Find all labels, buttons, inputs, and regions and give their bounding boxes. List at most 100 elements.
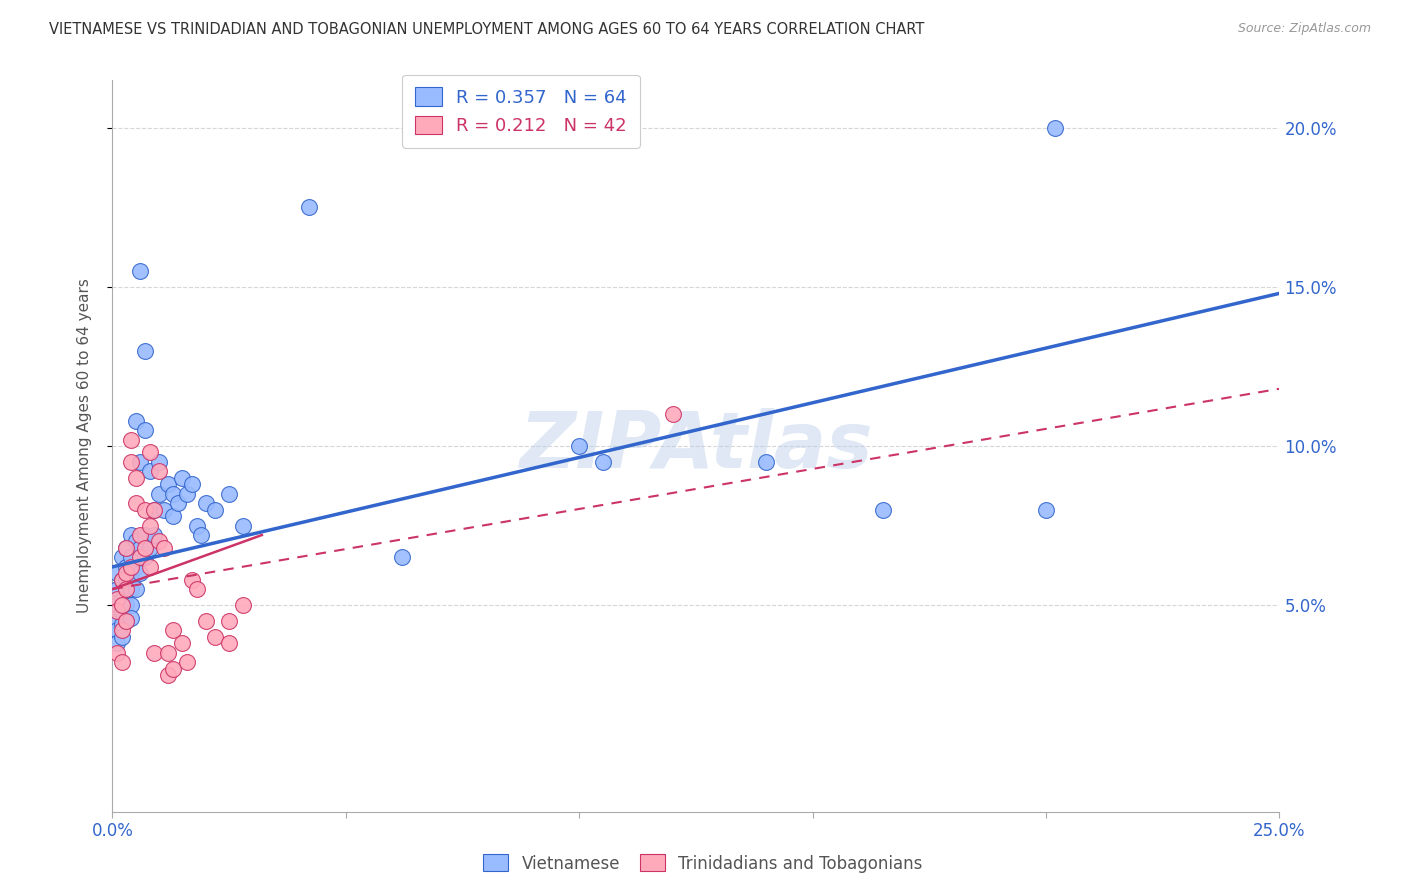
Point (115, 582, 138, 596)
Point (176, 655, 198, 669)
Point (120, 455, 142, 469)
Point (162, 624, 184, 638)
Point (143, 502, 166, 516)
Point (115, 573, 138, 587)
Point (180, 477, 202, 491)
Point (218, 486, 240, 500)
Point (148, 534, 170, 549)
Point (125, 471, 148, 485)
Point (139, 445, 162, 459)
Point (157, 477, 180, 491)
Point (115, 582, 138, 596)
Point (115, 598, 138, 612)
Y-axis label: Unemployment Among Ages 60 to 64 years: Unemployment Among Ages 60 to 64 years (77, 278, 91, 614)
Point (232, 598, 254, 612)
Point (129, 541, 152, 555)
Point (148, 455, 170, 469)
Point (105, 604, 128, 618)
Point (186, 582, 208, 596)
Point (194, 614, 217, 628)
Text: VIETNAMESE VS TRINIDADIAN AND TOBAGONIAN UNEMPLOYMENT AMONG AGES 60 TO 64 YEARS : VIETNAMESE VS TRINIDADIAN AND TOBAGONIAN… (49, 22, 925, 37)
Text: ZIPAtlas: ZIPAtlas (519, 408, 873, 484)
Text: Source: ZipAtlas.com: Source: ZipAtlas.com (1237, 22, 1371, 36)
Point (125, 413, 148, 427)
Point (105, 624, 128, 638)
Point (129, 455, 152, 469)
Point (120, 559, 142, 574)
Point (129, 264, 152, 278)
Point (139, 541, 162, 555)
Point (111, 573, 134, 587)
Point (162, 662, 184, 676)
Point (125, 534, 148, 549)
Point (105, 636, 128, 650)
Point (162, 486, 184, 500)
Point (661, 407, 683, 421)
Point (592, 455, 614, 469)
Point (120, 550, 142, 565)
Point (129, 528, 152, 542)
Point (134, 541, 156, 555)
Point (111, 630, 134, 644)
Point (111, 591, 134, 606)
Point (120, 598, 142, 612)
Legend: R = 0.357   N = 64, R = 0.212   N = 42: R = 0.357 N = 64, R = 0.212 N = 42 (402, 75, 640, 148)
Point (139, 465, 162, 479)
Point (232, 518, 254, 533)
Point (105, 614, 128, 628)
Point (190, 528, 212, 542)
Point (391, 550, 413, 565)
Point (120, 528, 142, 542)
Point (157, 646, 180, 660)
Point (111, 624, 134, 638)
Point (148, 465, 170, 479)
Point (568, 439, 591, 453)
Point (115, 541, 138, 555)
Point (129, 566, 152, 581)
Point (105, 646, 128, 660)
Point (139, 559, 162, 574)
Point (1035, 502, 1057, 516)
Point (115, 614, 138, 628)
Point (125, 496, 148, 510)
Point (153, 502, 176, 516)
Point (194, 496, 217, 510)
Point (218, 614, 240, 628)
Point (176, 486, 198, 500)
Point (125, 559, 148, 574)
Point (297, 201, 319, 215)
Point (134, 502, 156, 516)
Point (111, 655, 134, 669)
Point (120, 611, 142, 625)
Point (134, 423, 156, 437)
Point (755, 455, 778, 469)
Point (134, 528, 156, 542)
Point (143, 502, 166, 516)
Point (120, 433, 142, 447)
Point (111, 617, 134, 632)
Point (1045, 120, 1067, 135)
Point (172, 636, 194, 650)
Point (120, 582, 142, 596)
Point (105, 591, 128, 606)
Point (115, 566, 138, 581)
Point (204, 502, 226, 516)
Point (105, 582, 128, 596)
Point (157, 668, 180, 682)
Point (115, 614, 138, 628)
Point (153, 541, 176, 555)
Point (204, 630, 226, 644)
Point (111, 550, 134, 565)
Legend: Vietnamese, Trinidadians and Tobagonians: Vietnamese, Trinidadians and Tobagonians (477, 847, 929, 880)
Point (180, 573, 202, 587)
Point (105, 598, 128, 612)
Point (115, 541, 138, 555)
Point (134, 343, 156, 358)
Point (166, 496, 188, 510)
Point (134, 550, 156, 565)
Point (115, 559, 138, 574)
Point (139, 518, 162, 533)
Point (172, 471, 194, 485)
Point (143, 646, 166, 660)
Point (125, 582, 148, 596)
